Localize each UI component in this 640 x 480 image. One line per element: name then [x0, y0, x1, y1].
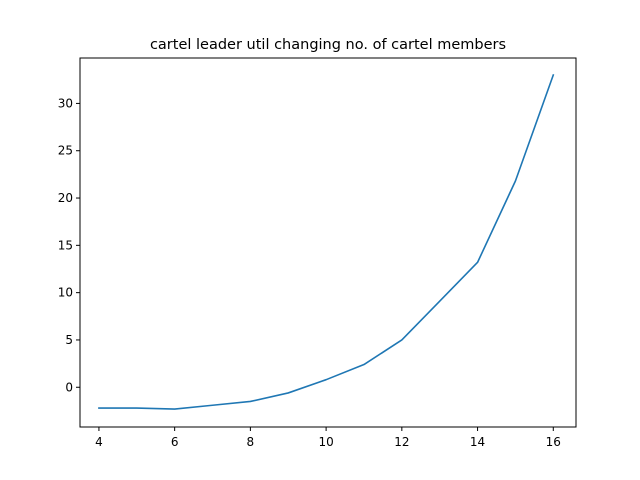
y-axis: 0 5 10 15 20 25 30: [58, 96, 80, 394]
x-tick-label: 6: [171, 435, 179, 449]
plot-area-frame: [79, 57, 577, 428]
series-layer: [98, 74, 555, 410]
x-tick-label: 16: [546, 435, 561, 449]
y-tick-label: 5: [65, 333, 73, 347]
y-tick-label: 20: [58, 191, 73, 205]
y-tick-label: 10: [58, 286, 73, 300]
y-tick-label: 15: [58, 238, 73, 252]
series-line: [98, 74, 555, 410]
x-tick-label: 8: [247, 435, 255, 449]
x-tick-label: 14: [470, 435, 485, 449]
x-axis: 4 6 8 10 12 14 16: [95, 427, 561, 449]
y-tick-label: 25: [58, 144, 73, 158]
x-tick-label: 10: [318, 435, 333, 449]
chart-title: cartel leader util changing no. of carte…: [150, 37, 506, 53]
y-tick-label: 30: [58, 96, 73, 110]
x-tick-label: 12: [394, 435, 409, 449]
y-tick-label: 0: [65, 380, 73, 394]
x-tick-label: 4: [95, 435, 103, 449]
